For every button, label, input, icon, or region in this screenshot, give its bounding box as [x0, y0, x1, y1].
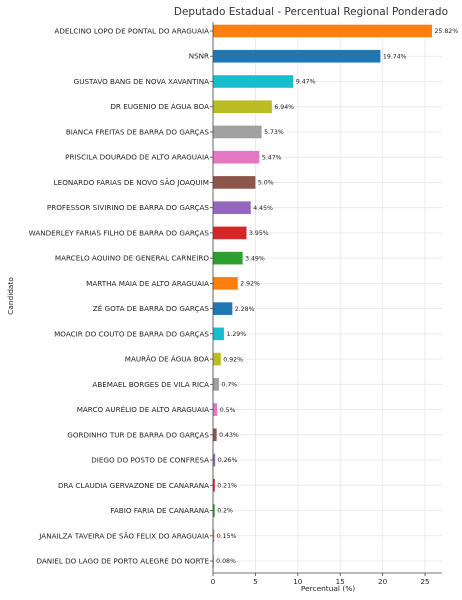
value-labels: 25.82% 19.74% 9.47% 6.94% 5.73% 5.47% 5.0% 4.45…: [216, 28, 458, 565]
category-label: PROFESSOR SIVIRINO DE BARRA DO GARÇAS: [47, 203, 210, 212]
bar: [213, 125, 262, 139]
category-label: ADELCINO LOPO DE PONTAL DO ARAGUAIA: [54, 27, 209, 36]
value-label: 0.15%: [217, 533, 237, 540]
category-label: WANDERLEY FARIAS FILHO DE BARRA DO GARÇA…: [29, 228, 210, 237]
value-label: 0.7%: [221, 382, 237, 389]
x-tick-label: 0: [211, 577, 216, 586]
value-label: 0.26%: [218, 457, 238, 464]
value-label: 4.45%: [253, 205, 273, 212]
category-labels: ADELCINO LOPO DE PONTAL DO ARAGUAIA NSNR G…: [29, 27, 210, 566]
category-label: ZÉ GOTA DE BARRA DO GARÇAS: [93, 304, 210, 313]
category-label: GORDINHO TUR DE BARRA DO GARÇAS: [67, 430, 209, 439]
axes: 0 5 10 15 20 25: [210, 22, 442, 586]
x-tick-label: 25: [420, 577, 429, 586]
value-label: 0.2%: [217, 508, 233, 515]
bar: [213, 176, 256, 189]
bar: [213, 504, 215, 517]
category-label: GUSTAVO BANG DE NOVA XAVANTINA: [74, 77, 209, 86]
bars: [213, 24, 432, 568]
value-label: 5.0%: [258, 180, 274, 187]
bar: [213, 75, 294, 88]
category-label: FABIO FARIA DE CANARANA: [110, 506, 209, 515]
bar: [213, 378, 219, 391]
bar: [213, 352, 221, 366]
x-axis-title: Percentual (%): [301, 584, 355, 593]
value-label: 2.28%: [235, 306, 255, 313]
bar: [213, 478, 215, 492]
bar: [213, 327, 224, 341]
category-label: DANIEL DO LAGO DE PORTO ALEGRE DO NORTE: [36, 557, 209, 566]
bar: [213, 226, 247, 240]
bar: [213, 100, 272, 114]
x-tick-label: 15: [336, 577, 345, 586]
x-tick-label: 20: [378, 577, 388, 586]
bar: [213, 529, 215, 543]
value-label: 6.94%: [274, 104, 294, 111]
y-axis-title: Candidato: [6, 277, 15, 315]
bar: [213, 453, 216, 467]
category-label: DRA CLAUDIA GERVAZONE DE CANARANA: [58, 481, 209, 490]
x-tick-label: 10: [293, 577, 303, 586]
category-label: DR EUGENIO DE ÁGUA BOA: [110, 102, 209, 111]
category-label: DIEGO DO POSTO DE CONFRESA: [91, 456, 209, 465]
chart-title: Deputado Estadual - Percentual Regional …: [174, 6, 448, 18]
bar: [213, 277, 238, 290]
value-label: 0.21%: [217, 482, 237, 489]
category-label: ABEMAEL BORGES DE VILA RICA: [92, 380, 209, 389]
category-label: LEONARDO FARIAS DE NOVO SÃO JOAQUIM: [54, 178, 209, 187]
value-label: 9.47%: [296, 79, 316, 86]
category-label: MARTHA MAIA DE ALTO ARAGUAIA: [86, 279, 209, 288]
bar: [213, 251, 243, 265]
category-label: MARCELO AQUINO DE GENERAL CARNEIRO: [55, 254, 209, 263]
bar: [213, 302, 233, 315]
bar: [213, 49, 381, 63]
category-label: MAURÃO DE ÁGUA BOA: [125, 355, 209, 364]
bar: [213, 201, 251, 214]
value-label: 5.47%: [262, 154, 282, 161]
bar: [213, 150, 260, 164]
x-tick-label: 5: [253, 577, 258, 586]
value-label: 25.82%: [434, 28, 458, 35]
category-label: BIANCA FREITAS DE BARRA DO GARÇAS: [66, 127, 210, 136]
category-label: JANAILZA TAVEIRA DE SÃO FELIX DO ARAGUAI…: [38, 531, 209, 540]
value-label: 3.95%: [249, 230, 269, 237]
category-label: MARCO AURÉLIO DE ALTO ARAGUAIA: [77, 405, 209, 414]
value-label: 5.73%: [264, 129, 284, 136]
value-label: 1.29%: [226, 331, 246, 338]
bar: [213, 403, 218, 416]
category-label: PRISCILA DOURADO DE ALTO ARAGUAIA: [65, 153, 209, 162]
value-label: 0.08%: [216, 558, 236, 565]
value-label: 0.92%: [223, 356, 243, 363]
value-label: 0.43%: [219, 432, 239, 439]
value-label: 19.74%: [383, 53, 407, 60]
category-label: MOACIR DO COUTO DE BARRA DO GARÇAS: [54, 329, 209, 338]
value-label: 2.92%: [240, 281, 260, 288]
bar: [213, 428, 217, 442]
bar: [213, 24, 432, 38]
value-label: 0.5%: [220, 407, 236, 414]
value-label: 3.49%: [245, 255, 265, 262]
category-label: NSNR: [189, 52, 209, 61]
